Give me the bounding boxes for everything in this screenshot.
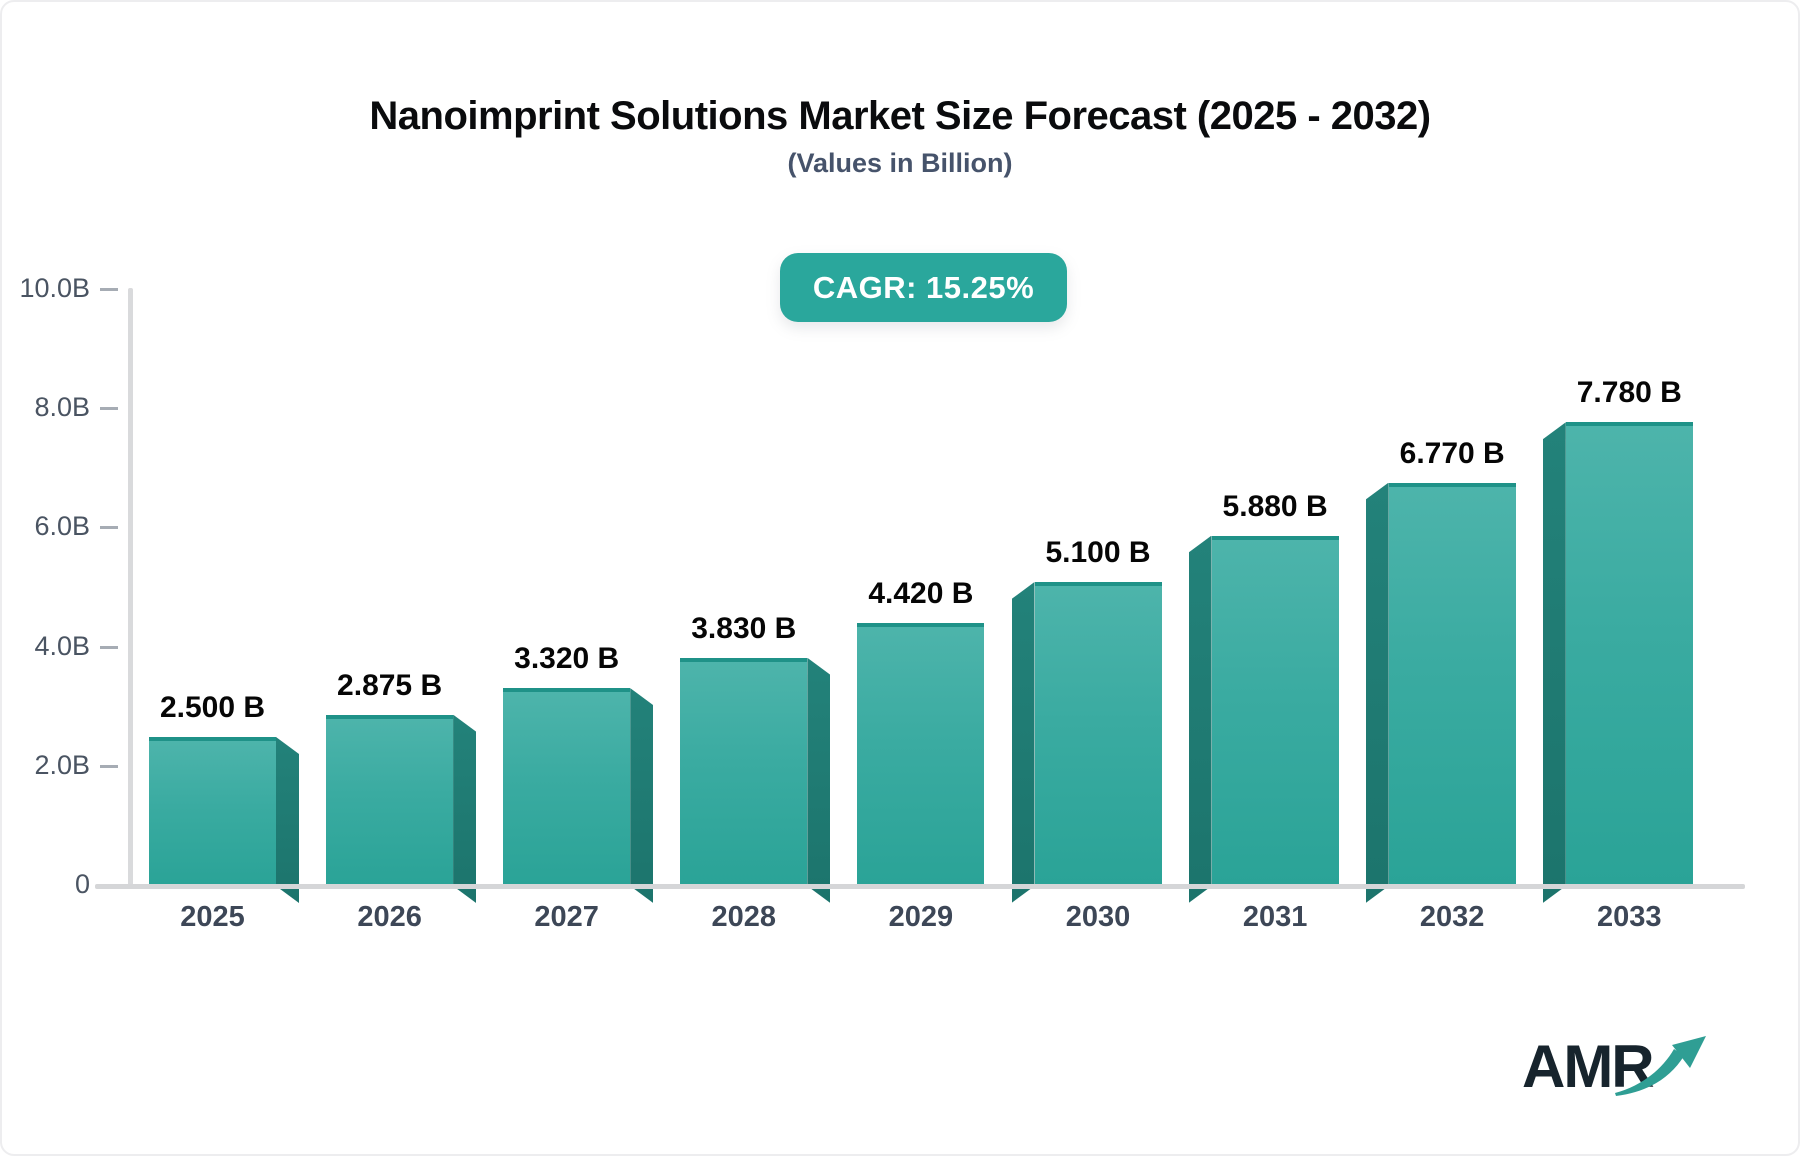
bar-value-label: 4.420 B: [868, 576, 974, 610]
y-tick-label: 4.0B: [34, 630, 90, 661]
page-subtitle: (Values in Billion): [787, 148, 1013, 178]
bar: [149, 737, 276, 886]
growth-arrow-icon: [1615, 1036, 1706, 1096]
bar: [1034, 582, 1162, 886]
cagr-badge: CAGR: 15.25%: [780, 253, 1067, 322]
bar: [1388, 482, 1516, 886]
x-tick-label: 2028: [711, 901, 777, 933]
x-tick-label: 2031: [1242, 901, 1308, 933]
bar-side-face: [630, 688, 653, 903]
x-axis-baseline: [95, 884, 1745, 889]
y-tick-mark: [100, 288, 118, 291]
bar-value-label: 3.830 B: [691, 611, 797, 645]
bar-side-face: [276, 737, 299, 903]
y-tick-label: 2.0B: [34, 749, 90, 780]
x-tick-label: 2032: [1419, 901, 1485, 933]
brand-logo: AMR: [1522, 1032, 1722, 1122]
bar-side-face: [807, 658, 830, 903]
bar-value-label: 5.100 B: [1045, 536, 1151, 570]
bar: [503, 688, 631, 886]
bar: [1565, 422, 1693, 886]
bar-value-label: 5.880 B: [1222, 489, 1328, 523]
y-tick-mark: [100, 407, 118, 411]
bar: [1211, 535, 1339, 886]
bar-value-label: 7.780 B: [1576, 376, 1682, 410]
x-tick-label: 2026: [357, 901, 422, 933]
y-tick-label: 8.0B: [34, 392, 90, 423]
cagr-badge-label: CAGR: 15.25%: [812, 269, 1035, 305]
y-axis-line: [128, 288, 133, 886]
y-tick-mark: [100, 526, 118, 530]
bar-side-face: [1012, 582, 1035, 903]
bar-side-face: [1189, 536, 1212, 903]
bar: [680, 657, 808, 886]
x-tick-label: 2025: [180, 901, 245, 933]
y-tick-mark: [100, 764, 118, 768]
y-tick-label: 6.0B: [34, 511, 90, 542]
bar-side-face: [453, 715, 476, 903]
bar-value-label: 6.770 B: [1399, 436, 1505, 470]
bar-value-label: 2.500 B: [159, 691, 266, 724]
x-tick-label: 2029: [888, 901, 954, 933]
x-tick-label: 2030: [1065, 901, 1131, 933]
bar-value-label: 3.320 B: [514, 642, 620, 676]
bar-value-label: 2.875 B: [337, 668, 443, 702]
y-tick-label: 0: [74, 869, 90, 899]
bar: [857, 622, 985, 886]
bar-side-face: [1366, 483, 1389, 903]
y-tick-mark: [100, 645, 118, 649]
x-tick-label: 2027: [534, 901, 599, 933]
y-tick-label: 10.0B: [19, 273, 90, 303]
x-tick-label: 2033: [1597, 901, 1662, 933]
bar: [326, 714, 454, 886]
bar-side-face: [1543, 422, 1566, 903]
page-title: Nanoimprint Solutions Market Size Foreca…: [369, 94, 1431, 138]
